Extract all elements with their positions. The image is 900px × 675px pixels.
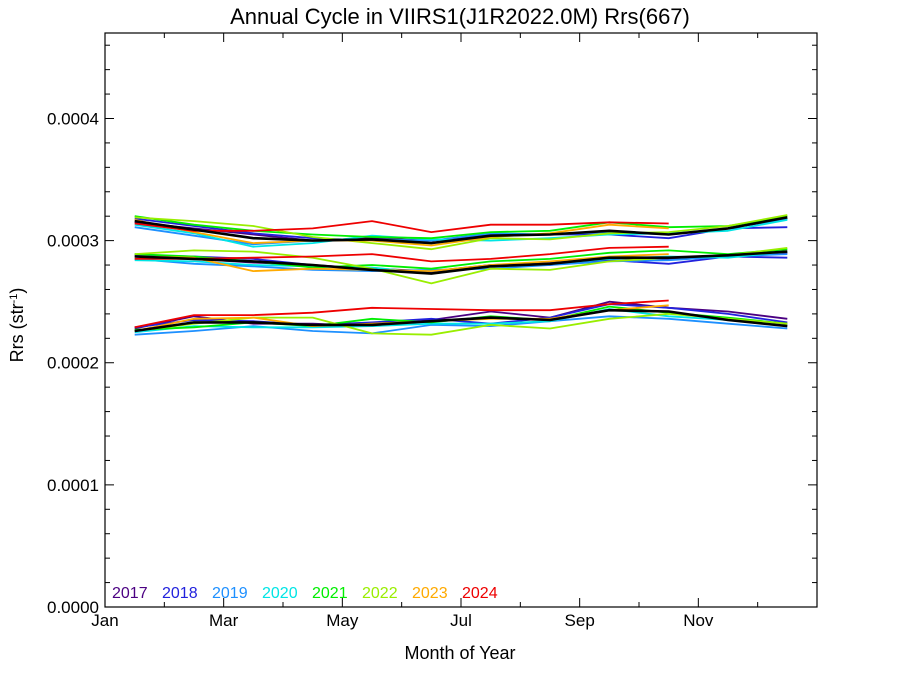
y-tick-label: 0.0001 xyxy=(47,476,99,495)
x-tick-label: Nov xyxy=(683,611,714,630)
series-line-2021-upper xyxy=(134,215,788,240)
series-line-2024-middle xyxy=(134,245,669,263)
y-tick-label: 0.0003 xyxy=(47,232,99,251)
x-tick-label: Jan xyxy=(91,611,118,630)
y-tick-label: 0.0002 xyxy=(47,354,99,373)
axes-layer: Jan Mar May Jul Sep Nov 0.0000 0.0001 0.0002 0.00… xyxy=(47,32,818,630)
x-axis-label: Month of Year xyxy=(404,643,515,663)
x-tick-label: Jul xyxy=(450,611,472,630)
legend-item-2023: 2023 xyxy=(412,585,448,602)
legend-item-2019: 2019 xyxy=(212,585,248,602)
legend-item-2017: 2017 xyxy=(112,585,148,602)
y-tick-label: 0.0004 xyxy=(47,109,99,128)
legend-item-2018: 2018 xyxy=(162,585,198,602)
y-axis-label: Rrs (str-1) xyxy=(7,288,27,363)
x-tick-label: Mar xyxy=(209,611,239,630)
y-axis-label-tail: ) xyxy=(7,288,27,294)
y-axis-label-main: Rrs (str xyxy=(7,303,27,362)
x-tick-label: Sep xyxy=(565,611,595,630)
series-line-2024-lower xyxy=(134,299,669,329)
legend-item-2022: 2022 xyxy=(362,585,398,602)
series-layer xyxy=(134,214,788,336)
legend-item-2020: 2020 xyxy=(262,585,298,602)
series-line-2022-upper xyxy=(134,214,788,251)
series-line-2024-upper xyxy=(134,220,669,233)
chart-title: Annual Cycle in VIIRS1(J1R2022.0M) Rrs(6… xyxy=(230,4,690,29)
legend-item-2021: 2021 xyxy=(312,585,348,602)
legend-item-2024: 2024 xyxy=(462,585,498,602)
mean-line-middle xyxy=(134,250,788,275)
legend: 2017 2018 2019 2020 2021 2022 2023 2024 xyxy=(112,585,498,602)
mean-line-lower xyxy=(134,308,788,333)
y-tick-label: 0.0000 xyxy=(47,598,99,617)
x-tick-label: May xyxy=(326,611,359,630)
series-line-2023-upper xyxy=(134,219,669,247)
mean-line-upper xyxy=(134,216,788,245)
series-line-2020-lower xyxy=(134,308,788,334)
y-axis-label-superscript: -1 xyxy=(8,294,20,304)
series-line-2018-lower xyxy=(134,303,788,329)
